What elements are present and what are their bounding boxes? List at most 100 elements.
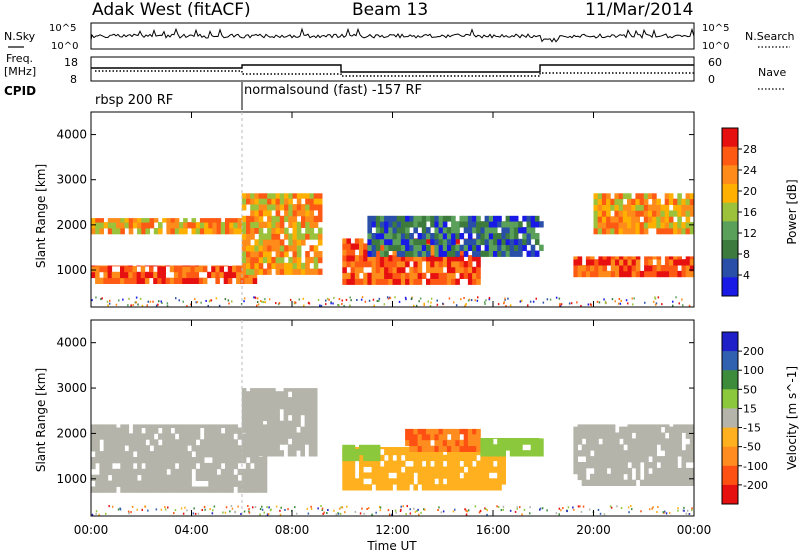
echo-cell: [497, 444, 502, 451]
echo-cell: [400, 261, 406, 268]
echo-cell: [501, 460, 506, 467]
speckle-cell: [535, 297, 537, 300]
speckle-cell: [516, 506, 518, 509]
echo-cell: [267, 198, 272, 205]
echo-cell: [178, 228, 184, 235]
echo-cell: [245, 445, 251, 452]
speckle-cell: [203, 505, 206, 508]
echo-cell: [417, 428, 423, 435]
echo-cell: [664, 462, 670, 469]
beam-label: Beam 13: [352, 0, 428, 20]
echo-cell: [669, 256, 674, 260]
echo-cell: [204, 218, 209, 223]
echo-cell: [241, 245, 247, 252]
echo-cell: [241, 251, 247, 258]
echo-cell: [99, 424, 104, 428]
speckle-cell: [338, 298, 341, 300]
echo-cell: [207, 271, 212, 279]
speckle-cell: [468, 298, 471, 301]
echo-cell: [501, 478, 506, 485]
echo-cell: [476, 215, 481, 222]
echo-cell: [191, 427, 197, 434]
speckle-cell: [442, 510, 445, 513]
echo-cell: [223, 271, 229, 279]
speckle-cell: [386, 296, 389, 299]
echo-cell: [128, 480, 134, 487]
echo-cell: [623, 256, 628, 260]
echo-cell: [619, 426, 624, 433]
echo-cell: [631, 222, 636, 229]
echo-cell: [271, 215, 276, 223]
echo-cell: [493, 478, 498, 485]
speckle-cell: [442, 302, 444, 305]
echo-cell: [392, 460, 398, 467]
colorbar-tick-label: -15: [743, 422, 761, 435]
echo-cell: [405, 250, 410, 257]
echo-cell: [610, 228, 615, 235]
echo-cell: [593, 198, 599, 205]
echo-cell: [153, 271, 158, 279]
cpid-strip: CPID rbsp 200 RF normalsound (fast) -157…: [4, 82, 422, 110]
colorbar-tick-label: 8: [743, 248, 750, 261]
echo-cell: [480, 444, 485, 451]
speckle-cell: [109, 299, 111, 302]
echo-cell: [685, 204, 691, 211]
echo-cell: [284, 227, 289, 234]
echo-cell: [534, 221, 540, 228]
speckle-cell: [678, 302, 680, 305]
echo-cell: [317, 268, 323, 275]
echo-cell: [132, 271, 137, 279]
speckle-cell: [230, 505, 233, 507]
echo-cell: [153, 468, 159, 476]
echo-cell: [388, 478, 393, 485]
echo-cell: [685, 467, 691, 475]
echo-cell: [400, 472, 406, 479]
echo-cell: [405, 433, 410, 441]
echo-cell: [153, 424, 159, 428]
echo-cell: [350, 454, 356, 462]
echo-cell: [601, 216, 607, 223]
echo-cell: [689, 479, 695, 486]
echo-cell: [262, 438, 268, 445]
echo-cell: [99, 228, 104, 235]
echo-cell: [199, 468, 205, 476]
echo-cell: [107, 228, 113, 235]
echo-cell: [245, 414, 251, 422]
echo-cell: [610, 450, 616, 457]
echo-cell: [128, 445, 134, 452]
echo-cell: [375, 478, 381, 485]
echo-cell: [488, 460, 494, 467]
speckle-cell: [630, 505, 632, 507]
echo-cell: [417, 433, 423, 441]
echo-cell: [388, 272, 393, 279]
echo-cell: [262, 480, 268, 487]
echo-cell: [430, 454, 435, 462]
echo-cell: [212, 474, 217, 481]
echo-cell: [305, 227, 310, 234]
echo-cell: [308, 388, 314, 392]
echo-cell: [359, 466, 364, 473]
echo-cell: [174, 427, 180, 434]
echo-cell: [140, 265, 146, 267]
echo-cell: [446, 238, 452, 246]
echo-cell: [111, 445, 117, 452]
echo-cell: [144, 277, 150, 284]
echo-cell: [275, 227, 281, 234]
echo-cell: [258, 486, 264, 493]
echo-cell: [262, 268, 268, 275]
echo-cell: [305, 210, 310, 217]
echo-cell: [204, 468, 209, 476]
echo-cell: [400, 227, 406, 234]
echo-cell: [669, 479, 674, 486]
echo-cell: [111, 457, 117, 464]
echo-cell: [367, 472, 372, 479]
echo-cell: [258, 426, 264, 433]
echo-cell: [677, 467, 682, 475]
echo-cell: [375, 444, 381, 450]
speckle-cell: [141, 304, 144, 307]
speckle-cell: [234, 511, 236, 514]
echo-cell: [140, 277, 146, 284]
echo-cell: [664, 473, 670, 481]
echo-cell: [669, 270, 674, 278]
echo-cell: [202, 265, 208, 267]
